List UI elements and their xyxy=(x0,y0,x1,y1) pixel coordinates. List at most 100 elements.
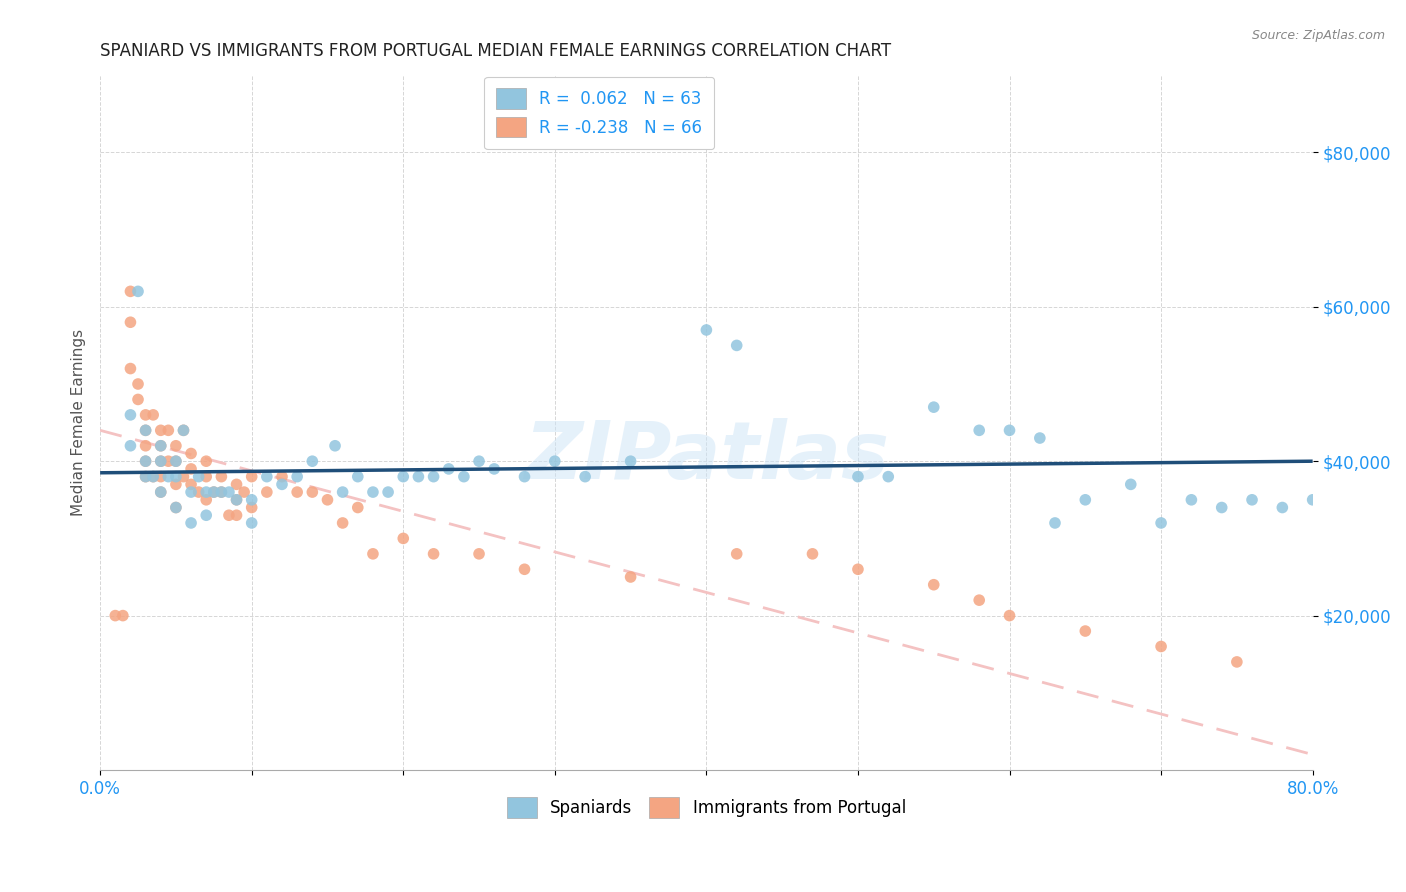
Point xyxy=(127,392,149,407)
Point xyxy=(1119,477,1142,491)
Point xyxy=(195,508,218,523)
Point xyxy=(180,485,202,500)
Point xyxy=(135,469,157,483)
Point xyxy=(240,469,263,483)
Point xyxy=(240,492,263,507)
Point xyxy=(620,454,643,468)
Point xyxy=(120,361,142,376)
Point xyxy=(544,454,567,468)
Point xyxy=(104,608,127,623)
Point xyxy=(574,469,596,483)
Point xyxy=(1226,655,1249,669)
Point xyxy=(1150,516,1173,530)
Point xyxy=(149,454,172,468)
Point xyxy=(149,423,172,437)
Point xyxy=(218,485,240,500)
Point xyxy=(922,578,945,592)
Point xyxy=(209,485,232,500)
Point xyxy=(111,608,134,623)
Point xyxy=(422,469,444,483)
Point xyxy=(1074,624,1097,638)
Point xyxy=(165,500,187,515)
Point xyxy=(135,439,157,453)
Point xyxy=(967,593,990,607)
Point xyxy=(301,485,323,500)
Point xyxy=(202,485,225,500)
Point xyxy=(149,439,172,453)
Point xyxy=(165,439,187,453)
Point xyxy=(1302,492,1324,507)
Point xyxy=(271,469,294,483)
Point xyxy=(323,439,346,453)
Point xyxy=(301,454,323,468)
Point xyxy=(202,485,225,500)
Point xyxy=(149,469,172,483)
Point xyxy=(149,454,172,468)
Point xyxy=(149,485,172,500)
Point xyxy=(998,423,1021,437)
Point xyxy=(187,469,209,483)
Point xyxy=(180,516,202,530)
Point xyxy=(1271,500,1294,515)
Point xyxy=(1211,500,1233,515)
Point xyxy=(149,439,172,453)
Point xyxy=(127,285,149,299)
Point xyxy=(1240,492,1263,507)
Point xyxy=(165,454,187,468)
Point xyxy=(695,323,717,337)
Point xyxy=(157,469,180,483)
Point xyxy=(173,423,195,437)
Point xyxy=(225,477,247,491)
Point xyxy=(240,516,263,530)
Point xyxy=(513,562,536,576)
Text: SPANIARD VS IMMIGRANTS FROM PORTUGAL MEDIAN FEMALE EARNINGS CORRELATION CHART: SPANIARD VS IMMIGRANTS FROM PORTUGAL MED… xyxy=(100,42,891,60)
Point xyxy=(120,315,142,329)
Point xyxy=(120,439,142,453)
Point xyxy=(240,500,263,515)
Point xyxy=(422,547,444,561)
Point xyxy=(361,547,384,561)
Point xyxy=(271,477,294,491)
Point xyxy=(392,469,415,483)
Point xyxy=(195,485,218,500)
Point xyxy=(165,454,187,468)
Point xyxy=(256,469,278,483)
Point xyxy=(135,454,157,468)
Point xyxy=(135,408,157,422)
Text: ZIPatlas: ZIPatlas xyxy=(524,418,889,496)
Point xyxy=(195,469,218,483)
Point xyxy=(346,500,368,515)
Point xyxy=(377,485,399,500)
Point xyxy=(285,469,308,483)
Point xyxy=(209,485,232,500)
Point xyxy=(846,469,869,483)
Point xyxy=(998,608,1021,623)
Y-axis label: Median Female Earnings: Median Female Earnings xyxy=(72,329,86,516)
Point xyxy=(233,485,256,500)
Point xyxy=(142,469,165,483)
Point xyxy=(877,469,900,483)
Point xyxy=(846,562,869,576)
Point xyxy=(513,469,536,483)
Point xyxy=(173,423,195,437)
Point xyxy=(332,485,354,500)
Point xyxy=(180,462,202,476)
Point xyxy=(922,400,945,414)
Point xyxy=(218,508,240,523)
Text: Source: ZipAtlas.com: Source: ZipAtlas.com xyxy=(1251,29,1385,42)
Point xyxy=(316,492,339,507)
Point xyxy=(225,492,247,507)
Point xyxy=(165,469,187,483)
Point xyxy=(725,338,748,352)
Point xyxy=(468,454,491,468)
Point xyxy=(1043,516,1066,530)
Point xyxy=(225,492,247,507)
Point xyxy=(142,408,165,422)
Point xyxy=(332,516,354,530)
Point xyxy=(195,492,218,507)
Point xyxy=(149,485,172,500)
Point xyxy=(195,454,218,468)
Point xyxy=(157,454,180,468)
Point xyxy=(801,547,824,561)
Point xyxy=(135,423,157,437)
